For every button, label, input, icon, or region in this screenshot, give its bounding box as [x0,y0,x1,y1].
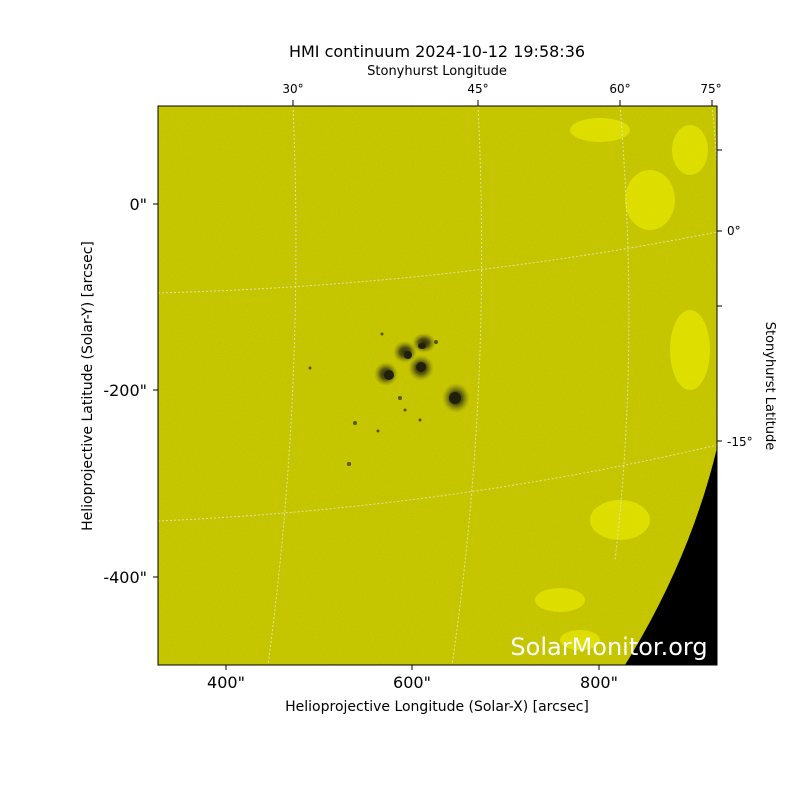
x-axis-label: Helioprojective Longitude (Solar-X) [arc… [285,699,589,715]
top-tick-label: 45° [467,82,488,96]
bottom-axis-ticks [225,665,600,670]
x-tick-label: 400" [207,673,245,692]
y-tick-label: -400" [103,568,147,587]
top-tick-label: 30° [282,82,303,96]
x-tick-label: 800" [580,673,618,692]
faculae [535,118,710,650]
solar-image-area: SolarMonitor.org [158,106,717,665]
plot-frame [157,105,718,666]
top-axis-label: Stonyhurst Longitude [367,64,507,79]
sunspot-group [308,332,470,466]
sunspot [412,333,436,353]
figure-title: HMI continuum 2024-10-12 19:58:36 [289,42,585,61]
space-beyond-limb [625,448,717,665]
y-axis-label: Helioprojective Latitude (Solar-Y) [arcs… [80,241,96,531]
right-axis-label: Stonyhurst Latitude [762,322,777,451]
left-axis-ticks [153,203,158,578]
top-axis-ticks [292,100,713,106]
photosphere-texture [158,106,717,665]
right-axis-ticks [717,149,722,442]
right-tick-label: -15° [727,435,753,449]
stonyhurst-grid [158,106,717,665]
top-tick-label: 60° [609,82,630,96]
y-tick-label: -200" [103,381,147,400]
right-tick-label: 0° [727,224,741,238]
top-tick-label: 75° [700,82,721,96]
x-tick-label: 600" [393,673,431,692]
y-tick-label: 0" [129,195,147,214]
watermark: SolarMonitor.org [510,633,707,661]
